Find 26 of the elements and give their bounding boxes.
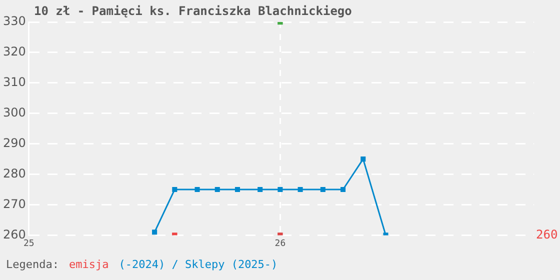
- y-tick-label: 310: [3, 75, 26, 90]
- point: [214, 186, 220, 192]
- y-tick-label: 290: [3, 136, 26, 150]
- point: [152, 230, 158, 235]
- text: emisja: [68, 258, 109, 271]
- point: [194, 186, 200, 192]
- point: [360, 156, 366, 162]
- point: [298, 186, 303, 192]
- point: [172, 186, 178, 192]
- x-tick-label: 25: [23, 238, 34, 249]
- point: [234, 186, 240, 192]
- y-tick-label: 270: [3, 196, 26, 211]
- y-tick-label: 320: [3, 44, 26, 59]
- text: 260: [536, 227, 558, 242]
- y-tick-label: 330: [3, 14, 26, 28]
- y-tick-label: 300: [3, 105, 26, 120]
- point: [278, 186, 283, 192]
- y-tick-label: 260: [3, 227, 26, 242]
- x-tick-label: 26: [274, 238, 286, 249]
- text: (-2024) / Sklepy (2025-): [118, 258, 278, 271]
- point: [258, 186, 263, 192]
- legend-title: Legenda:: [6, 258, 59, 271]
- chart-title: 10 zł - Pamięci ks. Franciszka Blachnickiego: [34, 4, 352, 18]
- point: [340, 186, 346, 192]
- y-tick-label: 280: [3, 166, 26, 180]
- point: [320, 186, 326, 192]
